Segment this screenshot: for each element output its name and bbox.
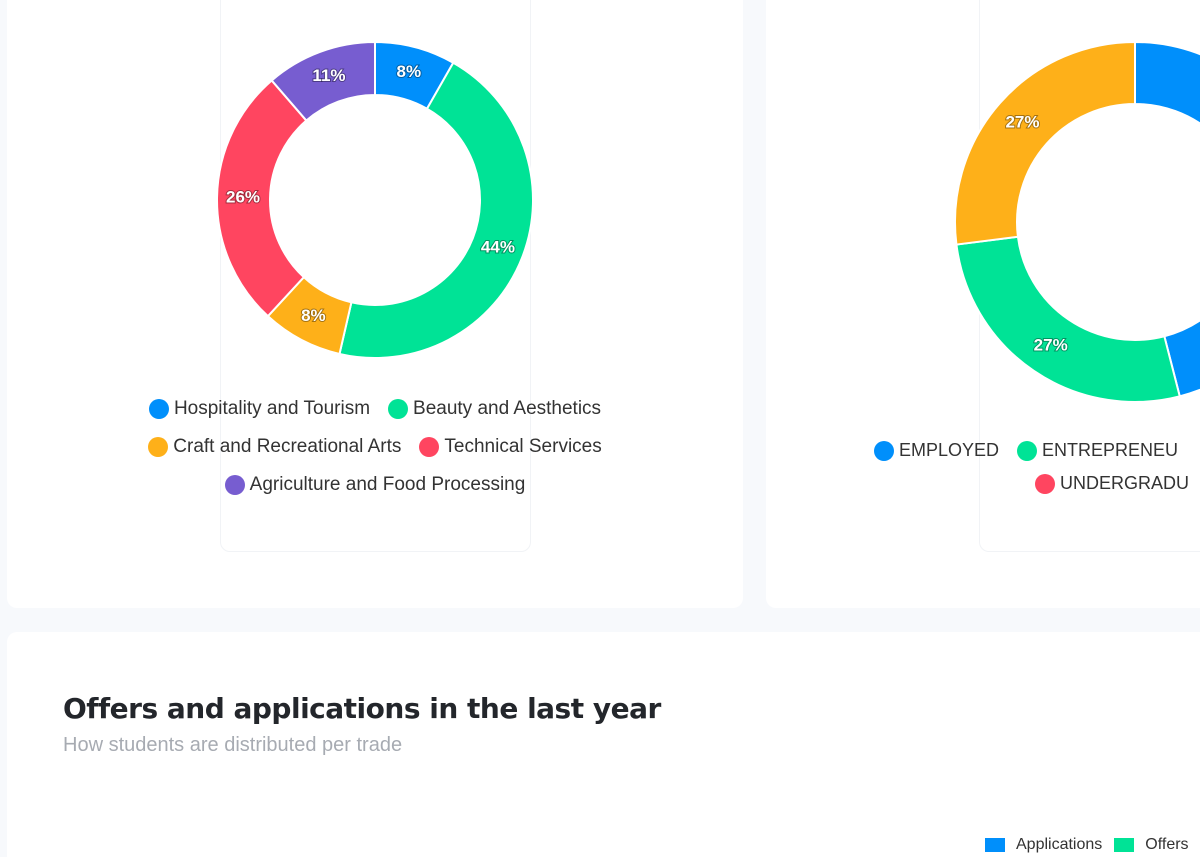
- legend-label: ENTREPRENEU: [1042, 440, 1179, 460]
- legend-label: Agriculture and Food Processing: [249, 474, 526, 495]
- legend-label: EMPLOYED: [899, 440, 1000, 460]
- legend-item[interactable]: Technical Services: [419, 436, 602, 458]
- legend-item[interactable]: Beauty and Aesthetics: [388, 398, 601, 420]
- offers-swatch: [1114, 838, 1135, 852]
- legend-applications[interactable]: Applications: [985, 836, 1102, 854]
- legend-marker: [224, 475, 245, 495]
- legend-marker: [388, 399, 409, 419]
- legend-item[interactable]: ENTREPRENEU: [1017, 440, 1178, 461]
- donut-slices: 8% 44% 8% 26% 11%: [216, 40, 534, 359]
- slice-label: 44%: [481, 238, 515, 257]
- legend-item[interactable]: Craft and Recreational Arts: [148, 436, 401, 458]
- status-legend: EMPLOYED ENTREPRENEU UNDERGRADU: [874, 440, 1200, 506]
- legend-item[interactable]: Agriculture and Food Processing: [224, 474, 526, 496]
- legend-marker: [1035, 473, 1055, 494]
- slice-label: 11%: [312, 66, 345, 85]
- donut-slice[interactable]: [270, 40, 376, 122]
- legend-label: Beauty and Aesthetics: [413, 398, 602, 419]
- donut-slice[interactable]: [338, 61, 534, 359]
- legend-label: Craft and Recreational Arts: [173, 436, 402, 457]
- slice-label: 27%: [1005, 112, 1039, 131]
- offers-legend: Applications Offers: [985, 836, 1189, 854]
- trades-card: [7, 0, 743, 608]
- trades-donut-chart: 8% 44% 8% 26% 11%: [216, 40, 534, 359]
- donut-slice[interactable]: [955, 235, 1181, 403]
- legend-marker: [419, 437, 440, 457]
- donut-slices: 27% 27%: [955, 40, 1200, 403]
- offers-subtitle: How students are distributed per trade: [63, 734, 403, 756]
- trades-chart-frame: [220, 0, 531, 552]
- slice-label: 27%: [1034, 336, 1068, 355]
- slice-label: 8%: [397, 62, 422, 81]
- donut-slice[interactable]: [1134, 40, 1200, 398]
- legend-item[interactable]: UNDERGRADU: [1035, 473, 1189, 494]
- legend-offers[interactable]: Offers: [1114, 836, 1189, 854]
- legend-label: Hospitality and Tourism: [173, 398, 371, 419]
- legend-marker: [148, 399, 169, 419]
- slice-label: 8%: [301, 306, 326, 325]
- donut-slice[interactable]: [216, 79, 308, 318]
- legend-item[interactable]: EMPLOYED: [874, 440, 999, 461]
- status-donut-chart: 27% 27%: [955, 40, 1200, 403]
- trades-legend: Hospitality and Tourism Beauty and Aesthe…: [120, 398, 630, 496]
- legend-label: Applications: [1016, 836, 1103, 853]
- legend-marker: [874, 440, 894, 461]
- legend-label: Technical Services: [444, 436, 602, 457]
- legend-item[interactable]: Hospitality and Tourism: [148, 398, 371, 420]
- legend-label: UNDERGRADU: [1060, 473, 1190, 493]
- slice-label: 26%: [226, 187, 260, 206]
- donut-slice[interactable]: [955, 40, 1136, 246]
- legend-marker: [1017, 440, 1038, 461]
- applications-swatch: [985, 838, 1005, 852]
- offers-title: Offers and applications in the last year: [63, 692, 661, 725]
- legend-marker: [148, 437, 169, 457]
- legend-label: Offers: [1145, 836, 1189, 853]
- offers-card: [7, 632, 1200, 857]
